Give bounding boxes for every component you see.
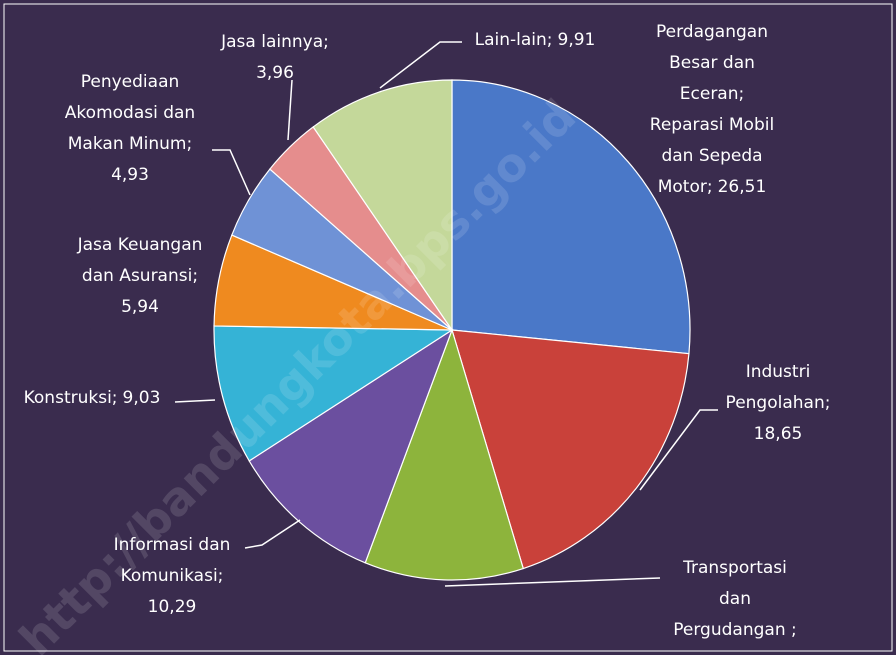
label-line: Perdagangan bbox=[656, 22, 768, 42]
slice-label: Transportasi dan Pergudangan ; bbox=[673, 558, 796, 640]
leader-line bbox=[639, 409, 718, 491]
slice-label: Informasi dan Komunikasi; 10,29 bbox=[114, 535, 231, 617]
pie-slice bbox=[451, 329, 690, 570]
label-line: Lain-lain; bbox=[475, 30, 553, 50]
label-line: Komunikasi; bbox=[121, 566, 224, 586]
value-label: 3,96 bbox=[256, 63, 294, 83]
label-line: Transportasi bbox=[682, 558, 787, 578]
label-line: Reparasi Mobil bbox=[650, 115, 774, 135]
slice-label: Penyediaan Akomodasi dan Makan Minum; 4,93 bbox=[65, 72, 195, 185]
leader-line bbox=[244, 519, 301, 549]
slice-label: Perdagangan Besar dan Eceran; Reparasi Mobi… bbox=[650, 22, 774, 197]
value-label: 5,94 bbox=[121, 297, 159, 317]
label-line: Jasa lainnya; bbox=[220, 32, 329, 52]
value-label: 9,91 bbox=[558, 30, 596, 50]
slice-label: Jasa Keuangan dan Asuransi; 5,94 bbox=[77, 235, 203, 317]
value-label: 18,65 bbox=[754, 424, 803, 444]
leader-line bbox=[174, 399, 216, 403]
value-label: 4,93 bbox=[111, 165, 149, 185]
label-line: Akomodasi dan bbox=[65, 103, 195, 123]
label-line: Pengolahan; bbox=[726, 393, 831, 413]
leader-line bbox=[287, 79, 293, 141]
slice-label: Industri Pengolahan; 18,65 bbox=[726, 362, 831, 444]
label-line: Pergudangan ; bbox=[673, 620, 796, 640]
label-line: dan Asuransi; bbox=[82, 266, 198, 286]
pie-slice bbox=[213, 325, 454, 462]
label-line: Jasa Keuangan bbox=[77, 235, 203, 255]
pie-slice bbox=[451, 79, 691, 355]
slice-label: Konstruksi; 9,03 bbox=[24, 388, 161, 408]
label-line: Makan Minum; bbox=[68, 134, 192, 154]
pie-slice bbox=[312, 79, 453, 332]
pie-slice bbox=[364, 328, 525, 581]
label-line: Konstruksi; bbox=[24, 388, 118, 408]
label-line: Informasi dan bbox=[114, 535, 231, 555]
slice-label: Jasa lainnya; 3,96 bbox=[220, 32, 329, 83]
leader-line bbox=[379, 41, 462, 89]
label-line: Eceran; bbox=[680, 84, 744, 104]
value-label: 9,03 bbox=[123, 388, 161, 408]
label-line: dan bbox=[719, 589, 751, 609]
leader-line bbox=[212, 149, 251, 196]
label-line: Penyediaan bbox=[81, 72, 180, 92]
label-line: Motor; bbox=[658, 177, 713, 197]
value-label: 10,29 bbox=[148, 597, 197, 617]
pie-slice bbox=[248, 328, 454, 564]
label-line: Besar dan bbox=[669, 53, 755, 73]
label-line: Industri bbox=[746, 362, 811, 382]
slice-label: Lain-lain; 9,91 bbox=[475, 30, 596, 50]
value-label: 26,51 bbox=[718, 177, 767, 197]
label-line: dan Sepeda bbox=[661, 146, 762, 166]
leader-line bbox=[444, 577, 661, 587]
